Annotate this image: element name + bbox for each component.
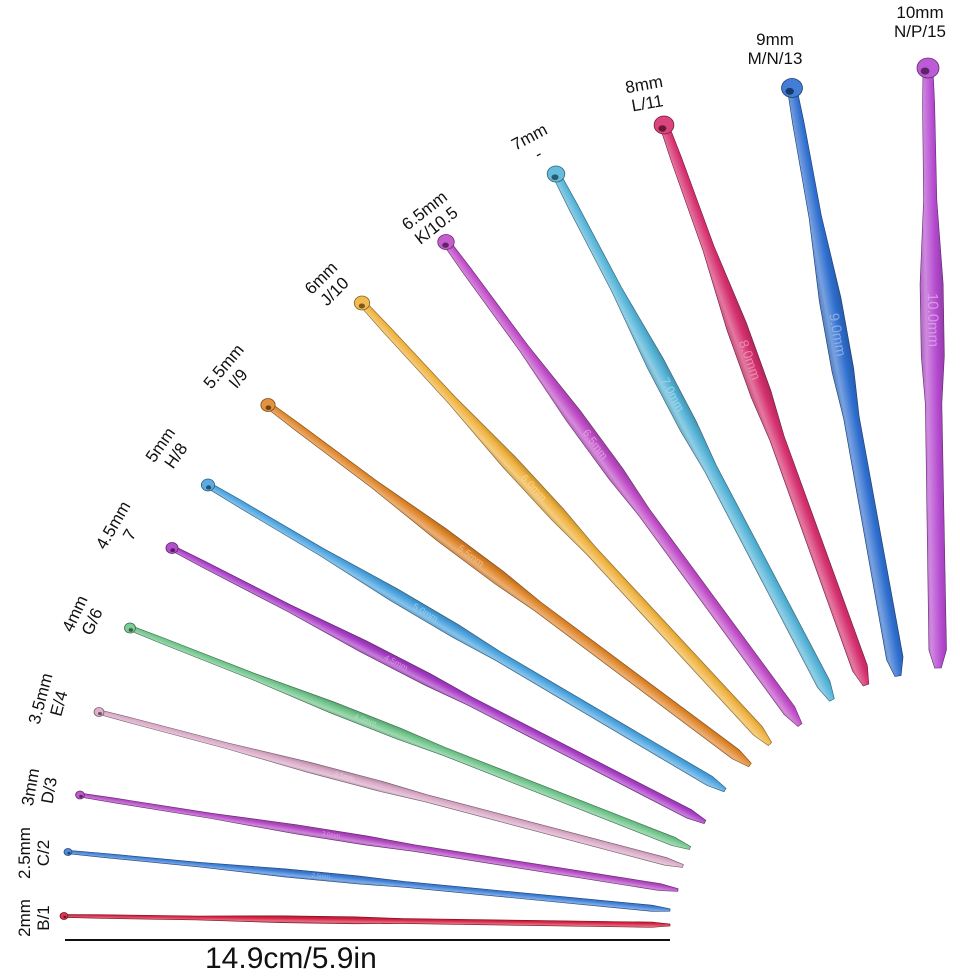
measurement-label: 14.9cm/5.9in <box>205 942 377 975</box>
hook-throat <box>785 87 794 95</box>
size-us: - <box>531 144 545 163</box>
hook-shaft <box>170 545 707 824</box>
size-us: B/1 <box>34 905 53 931</box>
hook-throat <box>67 851 71 855</box>
hook-shaft <box>67 849 671 912</box>
hook-engraving: 10.0mm <box>924 293 942 347</box>
hook-throat <box>97 712 102 716</box>
hook-throat <box>79 794 83 798</box>
hook-shaft <box>659 123 870 687</box>
hook-head <box>916 57 940 79</box>
size-label-2mm: 2mmB/1 <box>15 899 53 937</box>
crochet-hook-8mm: 8.0mm <box>653 115 870 687</box>
hook-throat <box>265 405 272 411</box>
size-label-3mm: 3mmD/3 <box>18 767 62 811</box>
size-metric: 4.5mm <box>92 498 134 553</box>
size-metric: 10mm <box>896 3 943 22</box>
hook-shaft <box>63 914 671 928</box>
hook-engraving: 9.0mm <box>825 312 848 358</box>
crochet-hook-3mm: 3.0mm <box>75 790 679 892</box>
size-us: 7 <box>119 526 140 544</box>
size-label-2.5mm: 2.5mmC/2 <box>15 827 53 879</box>
size-label-5mm: 5mmH/8 <box>142 424 195 477</box>
hook-head <box>260 398 276 412</box>
size-label-5.5mm: 5.5mmI/9 <box>200 340 263 404</box>
hook-shaft <box>442 239 803 727</box>
size-us: M/N/13 <box>748 49 803 68</box>
crochet-hook-9mm: 9.0mm <box>781 78 904 677</box>
crochet-hook-5mm: 5.0mm <box>200 478 727 793</box>
size-metric: 9mm <box>756 30 794 49</box>
crochet-hook-10mm: 10.0mm <box>916 57 947 669</box>
hook-throat <box>658 125 667 132</box>
hook-throat <box>170 548 176 553</box>
size-label-4mm: 4mmG/6 <box>58 593 108 643</box>
size-label-6mm: 6mmJ/10 <box>301 258 355 312</box>
hook-engraving: 3.0mm <box>322 831 341 840</box>
hook-throat <box>920 67 930 75</box>
crochet-hook-5.5mm: 5.5mm <box>260 398 752 768</box>
crochet-hook-2mm <box>59 912 671 928</box>
crochet-hook-3.5mm: 3.5mm <box>93 707 684 868</box>
size-metric: 2mm <box>15 899 34 937</box>
size-label-9mm: 9mm M/N/13 <box>748 30 803 68</box>
hook-shaft <box>787 86 904 677</box>
crochet-hook-7mm: 7.0mm <box>546 165 835 702</box>
hook-shaft <box>552 171 835 702</box>
hook-throat <box>205 485 212 490</box>
hook-shaft <box>128 625 691 850</box>
crochet-hook-6mm: 6.0mm <box>353 295 773 746</box>
size-us: D/3 <box>38 776 61 805</box>
hook-throat <box>442 242 449 248</box>
hook-shaft <box>359 300 773 746</box>
size-us: C/2 <box>34 840 53 866</box>
size-us: L/11 <box>630 91 665 115</box>
size-label-4.5mm: 4.5mm7 <box>92 498 151 562</box>
size-label-8mm: 8mmL/11 <box>624 72 668 116</box>
hook-throat <box>551 174 559 181</box>
hook-head <box>200 478 215 492</box>
crochet-hook-6.5mm: 6.5mm <box>437 234 803 727</box>
hook-shaft <box>79 792 679 892</box>
measurement-group: 14.9cm/5.9in <box>65 939 670 975</box>
size-label-3.5mm: 3.5mmE/4 <box>25 671 75 731</box>
hook-shaft <box>265 402 752 768</box>
hook-head <box>353 295 371 311</box>
hook-throat <box>358 303 365 309</box>
hook-head <box>63 848 73 856</box>
hook-head <box>437 234 455 250</box>
hook-head <box>93 707 105 717</box>
size-metric: 7mm <box>508 120 550 155</box>
hook-engraving: 2.5mm <box>311 873 330 881</box>
size-us: N/P/15 <box>894 22 946 41</box>
crochet-hook-2.5mm: 2.5mm <box>63 848 671 912</box>
hook-shaft <box>206 482 727 793</box>
size-label-10mm: 10mm N/P/15 <box>894 3 946 41</box>
hook-shaft <box>98 709 684 868</box>
hook-throat <box>128 628 134 632</box>
hook-shaft <box>919 67 947 669</box>
hook-head <box>75 790 85 800</box>
size-label-7mm: 7mm- <box>508 120 559 171</box>
hooks-group: 2.5mm3.0mm3.5mm4.0mm4.5mm5.0mm5.5mm6.0mm… <box>59 57 947 928</box>
size-metric: 2.5mm <box>15 827 34 879</box>
hook-throat <box>63 915 67 919</box>
hook-head <box>781 78 803 98</box>
